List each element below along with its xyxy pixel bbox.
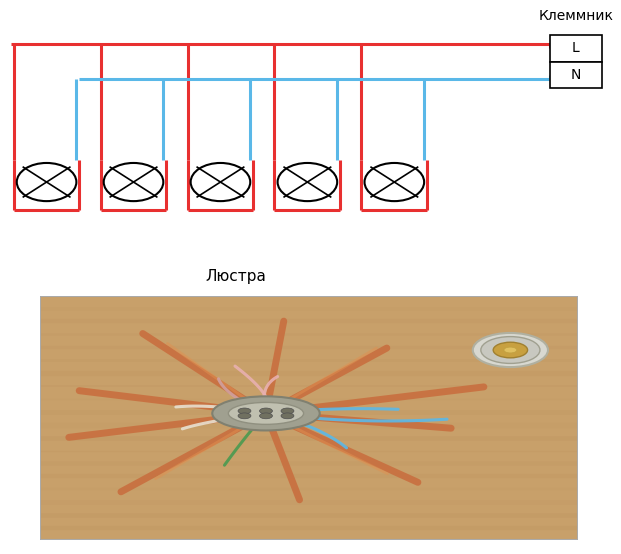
Text: L: L (572, 42, 580, 55)
Circle shape (281, 408, 294, 414)
Text: N: N (571, 68, 581, 82)
Circle shape (260, 408, 273, 414)
Circle shape (238, 413, 251, 419)
Circle shape (504, 347, 517, 353)
Circle shape (481, 337, 540, 363)
Bar (550, 61, 602, 88)
Ellipse shape (212, 396, 320, 430)
Ellipse shape (229, 402, 304, 424)
Circle shape (473, 333, 548, 367)
Text: Люстра: Люстра (206, 269, 266, 284)
Circle shape (493, 342, 528, 358)
Circle shape (281, 413, 294, 419)
Text: Клеммник: Клеммник (538, 9, 614, 23)
Bar (550, 35, 602, 61)
Circle shape (238, 408, 251, 414)
Circle shape (260, 413, 273, 419)
